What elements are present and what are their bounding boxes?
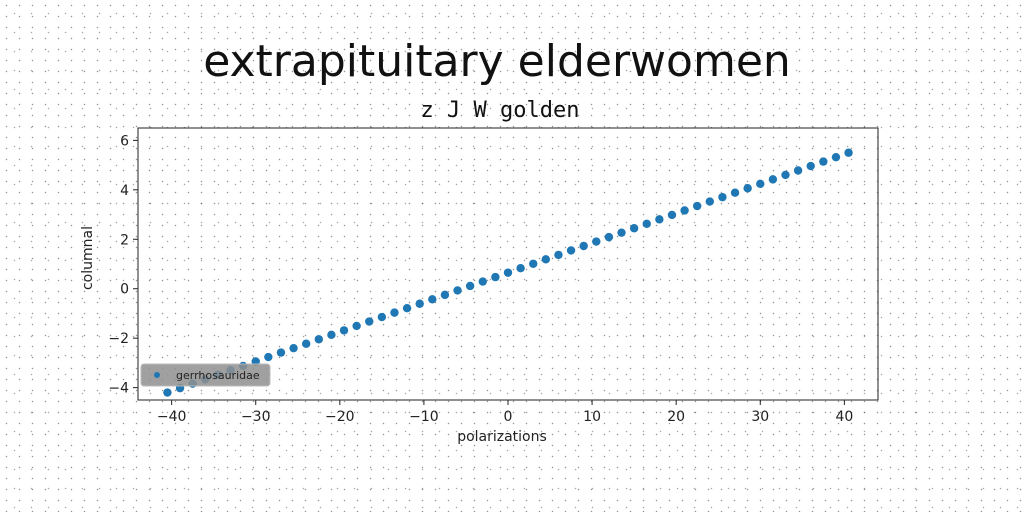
- data-point: [402, 303, 412, 313]
- data-point: [163, 388, 172, 397]
- data-point: [478, 277, 487, 286]
- data-point: [529, 259, 538, 268]
- y-tick-label: −2: [108, 331, 129, 347]
- data-point: [503, 268, 513, 277]
- data-point: [352, 321, 361, 331]
- y-axis-label: columnal: [80, 226, 96, 290]
- data-point: [718, 192, 727, 202]
- data-point: [390, 308, 399, 317]
- series-points: [163, 148, 853, 397]
- data-point: [289, 343, 298, 353]
- x-tick-label: 40: [835, 409, 853, 425]
- legend-box: [140, 363, 271, 387]
- data-point: [705, 197, 715, 206]
- x-tick-label: −20: [325, 409, 355, 425]
- data-point: [768, 175, 778, 184]
- data-point: [680, 206, 689, 215]
- x-tick-label: −10: [409, 409, 439, 425]
- data-point: [327, 330, 336, 340]
- data-point: [831, 152, 841, 162]
- x-axis: −40 −30 −20 −10 0 10 20 30 40: [157, 400, 853, 425]
- data-point: [617, 228, 626, 237]
- legend-marker: [154, 372, 160, 378]
- data-point: [667, 210, 677, 220]
- y-tick-label: −4: [108, 381, 129, 397]
- data-point: [579, 241, 588, 251]
- legend: gerrhosauridae: [140, 363, 271, 387]
- data-point: [592, 237, 601, 246]
- x-axis-label: polarizations: [457, 429, 547, 445]
- data-point: [730, 188, 740, 197]
- x-tick-label: 20: [667, 409, 685, 425]
- data-point: [491, 272, 500, 282]
- x-tick-label: 10: [583, 409, 601, 425]
- x-tick-label: −30: [241, 409, 271, 425]
- data-point: [541, 255, 551, 264]
- data-point: [365, 317, 374, 326]
- x-tick-label: 0: [504, 409, 513, 425]
- data-point: [339, 326, 349, 335]
- y-tick-label: 0: [120, 282, 129, 298]
- chart-title: extrapituitary elderwomen: [203, 36, 791, 87]
- data-point: [264, 352, 273, 362]
- y-tick-label: 6: [120, 133, 129, 149]
- data-point: [806, 161, 815, 171]
- y-axis: −4 −2 0 2 4 6: [108, 133, 138, 397]
- data-point: [276, 348, 286, 357]
- data-point: [756, 179, 765, 189]
- chart-subtitle: z J W golden: [421, 98, 580, 123]
- data-point: [781, 170, 790, 180]
- data-point: [314, 335, 323, 344]
- data-point: [415, 299, 424, 308]
- data-point: [428, 295, 437, 304]
- plot-frame: [137, 127, 879, 401]
- data-point: [604, 232, 614, 242]
- data-point: [743, 184, 752, 193]
- legend-label: gerrhosauridae: [176, 369, 260, 382]
- data-point: [377, 312, 387, 322]
- data-point: [465, 281, 475, 291]
- data-point: [793, 166, 803, 175]
- data-point: [516, 264, 525, 273]
- data-point: [693, 201, 702, 211]
- x-tick-label: −40: [157, 409, 187, 425]
- data-point: [301, 339, 311, 348]
- data-point: [629, 224, 639, 233]
- y-tick-label: 4: [120, 183, 129, 199]
- data-point: [440, 290, 450, 300]
- data-point: [819, 157, 828, 166]
- data-point: [554, 250, 563, 260]
- y-tick-label: 2: [120, 232, 129, 248]
- data-point: [566, 246, 576, 255]
- data-point: [453, 286, 462, 295]
- data-point: [642, 219, 651, 228]
- data-point: [844, 148, 853, 157]
- x-tick-label: 30: [751, 409, 769, 425]
- data-point: [655, 215, 664, 224]
